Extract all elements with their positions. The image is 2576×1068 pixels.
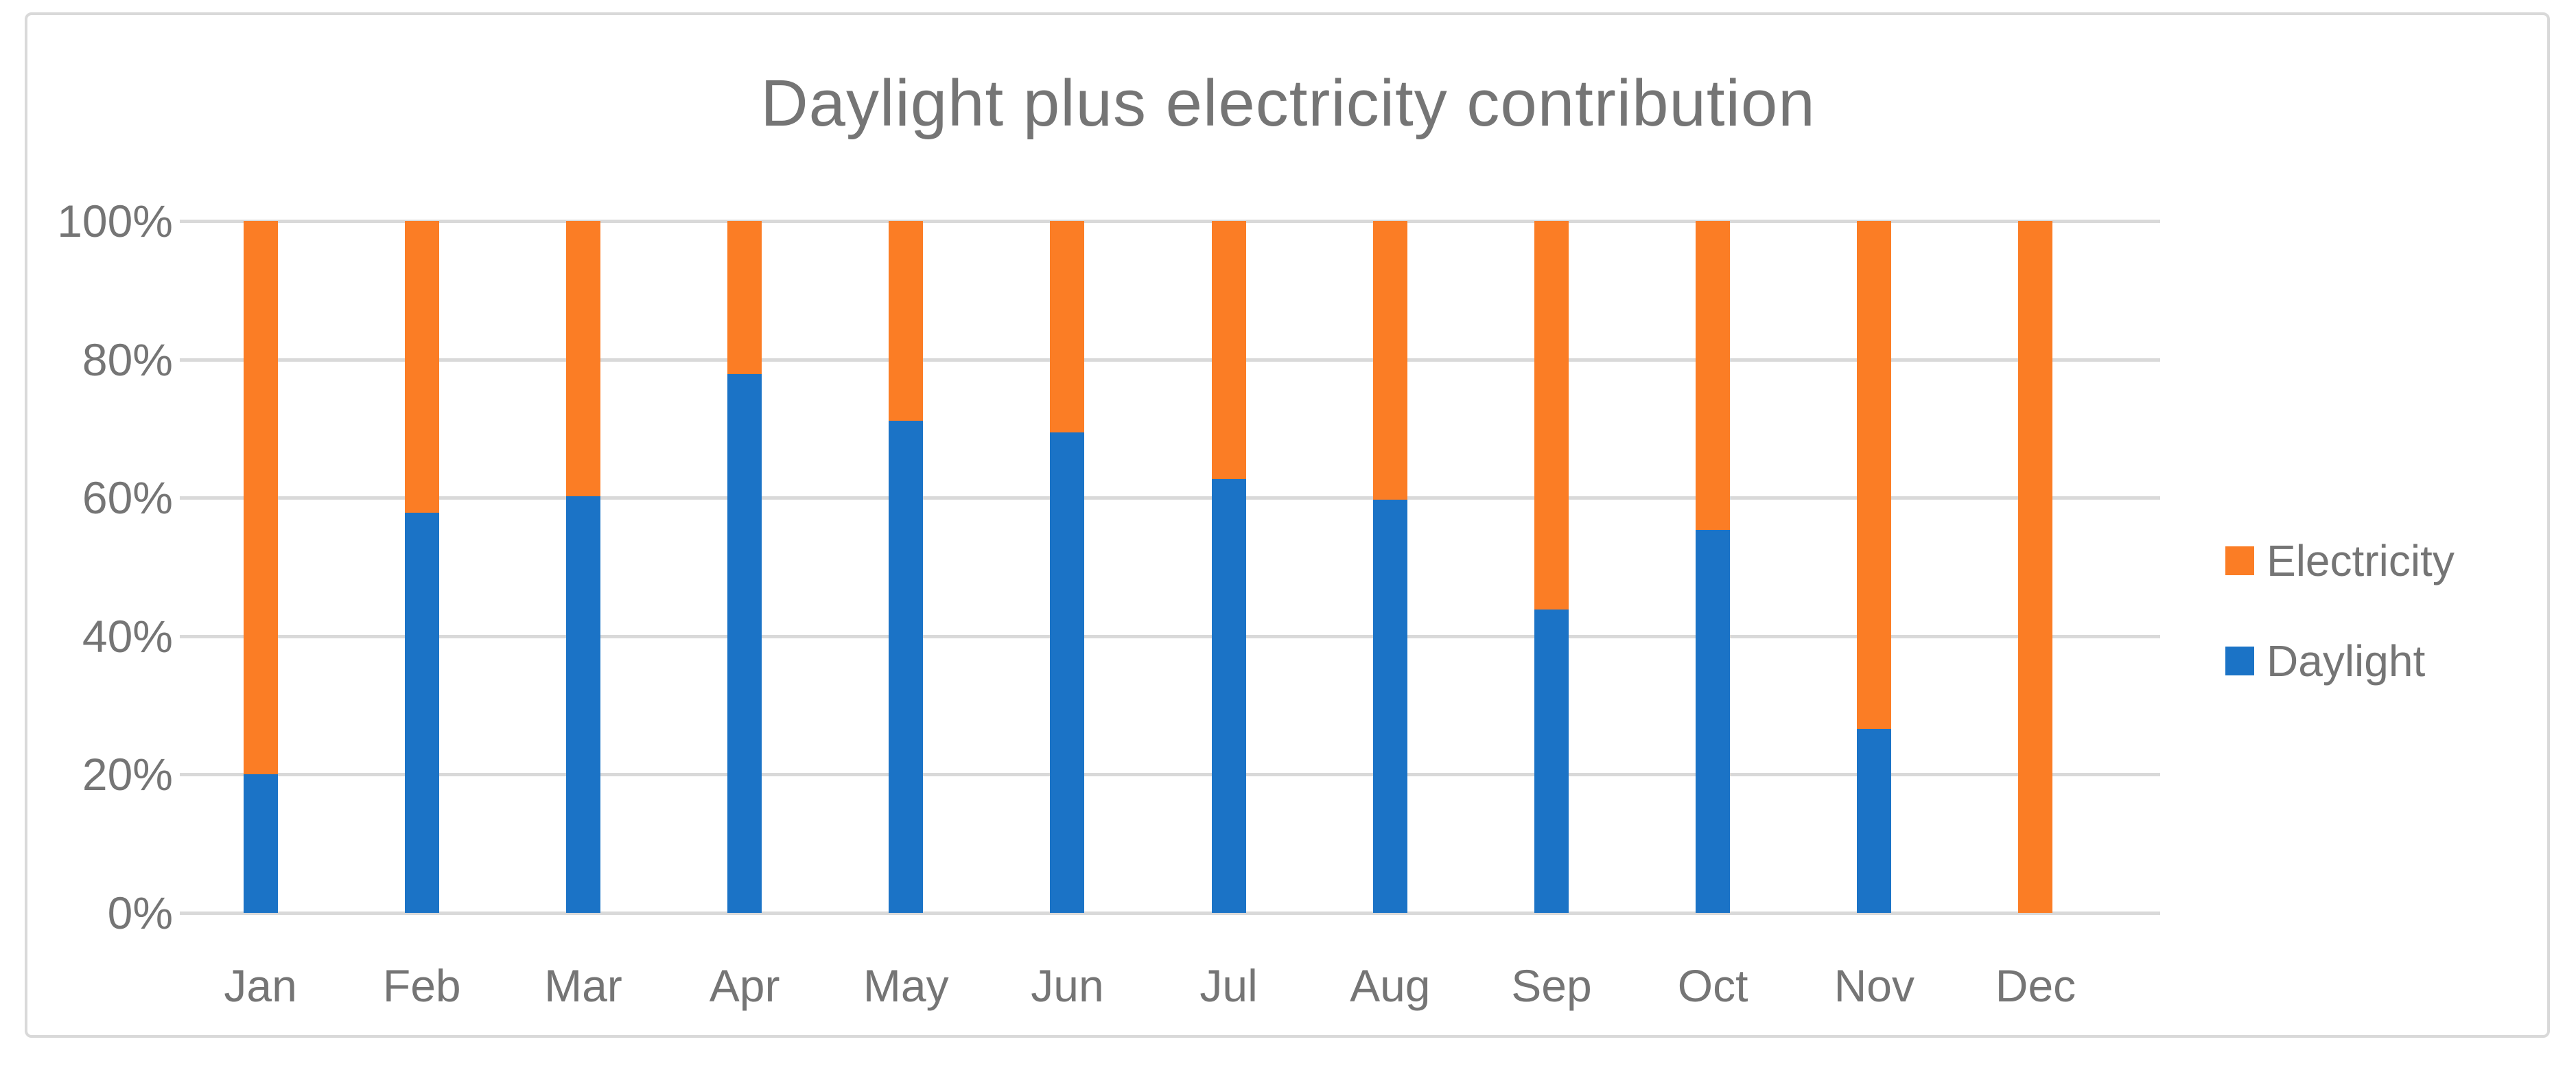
x-axis-tick-label: Feb bbox=[382, 960, 461, 1011]
x-axis-tick-label: May bbox=[863, 960, 949, 1011]
electricity-segment bbox=[565, 221, 600, 497]
electricity-segment bbox=[1857, 221, 1892, 729]
bars-container bbox=[180, 221, 2116, 913]
gridline bbox=[180, 634, 2160, 638]
x-axis-tick-label: Oct bbox=[1677, 960, 1748, 1011]
stacked-bar-may bbox=[889, 221, 924, 913]
bar-slot-apr bbox=[664, 221, 826, 913]
stacked-bar-jan bbox=[243, 221, 278, 913]
bar-slot-jun bbox=[987, 221, 1148, 913]
y-axis-tick-label: 40% bbox=[82, 610, 173, 662]
daylight-segment bbox=[889, 421, 924, 913]
x-axis-tick-label: Jul bbox=[1199, 960, 1258, 1011]
legend-entry-daylight: Daylight bbox=[2225, 636, 2455, 686]
bar-slot-aug bbox=[1309, 221, 1471, 913]
y-axis: 100% 80% 60% 40% 20% 0% bbox=[0, 196, 173, 938]
y-axis-tick-label: 60% bbox=[82, 472, 173, 524]
daylight-segment bbox=[1857, 728, 1892, 913]
bar-slot-nov bbox=[1794, 221, 1955, 913]
daylight-segment bbox=[565, 496, 600, 913]
legend-swatch-icon bbox=[2225, 647, 2254, 675]
electricity-segment bbox=[1534, 221, 1569, 610]
gridline bbox=[180, 220, 2160, 223]
x-axis: Jan Feb Mar Apr May Jun Jul Aug Sep Oct Nov Dec bbox=[180, 960, 2116, 1012]
stacked-bar-sep bbox=[1534, 221, 1569, 913]
bar-slot-jul bbox=[1148, 221, 1309, 913]
x-axis-tick-label: Aug bbox=[1350, 960, 1431, 1011]
bar-slot-sep bbox=[1471, 221, 1632, 913]
legend: Electricity Daylight bbox=[2225, 535, 2455, 686]
electricity-segment bbox=[1050, 221, 1085, 433]
stacked-bar-apr bbox=[727, 221, 762, 913]
daylight-segment bbox=[1696, 529, 1731, 913]
daylight-segment bbox=[1534, 610, 1569, 913]
gridline bbox=[180, 358, 2160, 362]
y-axis-tick-label: 100% bbox=[57, 196, 173, 246]
legend-entry-electricity: Electricity bbox=[2225, 535, 2455, 586]
y-axis-tick-label: 20% bbox=[82, 749, 173, 800]
y-axis-tick-label: 80% bbox=[82, 334, 173, 385]
stacked-bar-oct bbox=[1696, 221, 1731, 913]
gridline bbox=[180, 496, 2160, 500]
electricity-segment bbox=[1211, 221, 1246, 479]
electricity-segment bbox=[727, 221, 762, 374]
legend-label: Electricity bbox=[2267, 536, 2455, 585]
bar-slot-dec bbox=[1955, 221, 2116, 913]
stacked-bar-jun bbox=[1050, 221, 1085, 913]
bar-slot-feb bbox=[341, 221, 502, 913]
electricity-segment bbox=[243, 221, 278, 775]
chart-title: Daylight plus electricity contribution bbox=[760, 67, 1816, 140]
x-axis-tick-label: Mar bbox=[544, 960, 622, 1011]
bar-slot-may bbox=[826, 221, 987, 913]
x-axis-tick-label: Sep bbox=[1511, 960, 1592, 1011]
legend-swatch-icon bbox=[2225, 546, 2254, 575]
x-axis-tick-label: Jun bbox=[1031, 960, 1104, 1011]
daylight-segment bbox=[404, 513, 439, 913]
chart-border-frame bbox=[25, 12, 2550, 1038]
stacked-bar-nov bbox=[1857, 221, 1892, 913]
daylight-segment bbox=[243, 774, 278, 913]
gridline bbox=[180, 912, 2160, 915]
daylight-segment bbox=[1050, 432, 1085, 913]
bar-slot-oct bbox=[1632, 221, 1794, 913]
x-axis-tick-label: Nov bbox=[1834, 960, 1915, 1011]
electricity-segment bbox=[1696, 221, 1731, 530]
electricity-segment bbox=[1372, 221, 1407, 500]
stacked-bar-aug bbox=[1372, 221, 1407, 913]
bar-slot-jan bbox=[180, 221, 341, 913]
daylight-segment bbox=[1211, 478, 1246, 913]
electricity-segment bbox=[404, 221, 439, 513]
plot-area bbox=[180, 220, 2160, 915]
y-axis-tick-label: 0% bbox=[107, 887, 173, 938]
x-axis-tick-label: Jan bbox=[224, 960, 297, 1011]
x-axis-tick-label: Dec bbox=[1995, 960, 2076, 1011]
legend-label: Daylight bbox=[2267, 636, 2426, 686]
stacked-bar-jul bbox=[1211, 221, 1246, 913]
daylight-segment bbox=[727, 373, 762, 913]
bar-slot-mar bbox=[502, 221, 664, 913]
electricity-segment bbox=[2018, 221, 2053, 913]
x-axis-tick-label: Apr bbox=[709, 960, 780, 1011]
electricity-segment bbox=[889, 221, 924, 421]
stacked-bar-dec bbox=[2018, 221, 2053, 913]
stacked-bar-mar bbox=[565, 221, 600, 913]
gridline bbox=[180, 773, 2160, 777]
stacked-bar-feb bbox=[404, 221, 439, 913]
daylight-segment bbox=[1372, 500, 1407, 913]
